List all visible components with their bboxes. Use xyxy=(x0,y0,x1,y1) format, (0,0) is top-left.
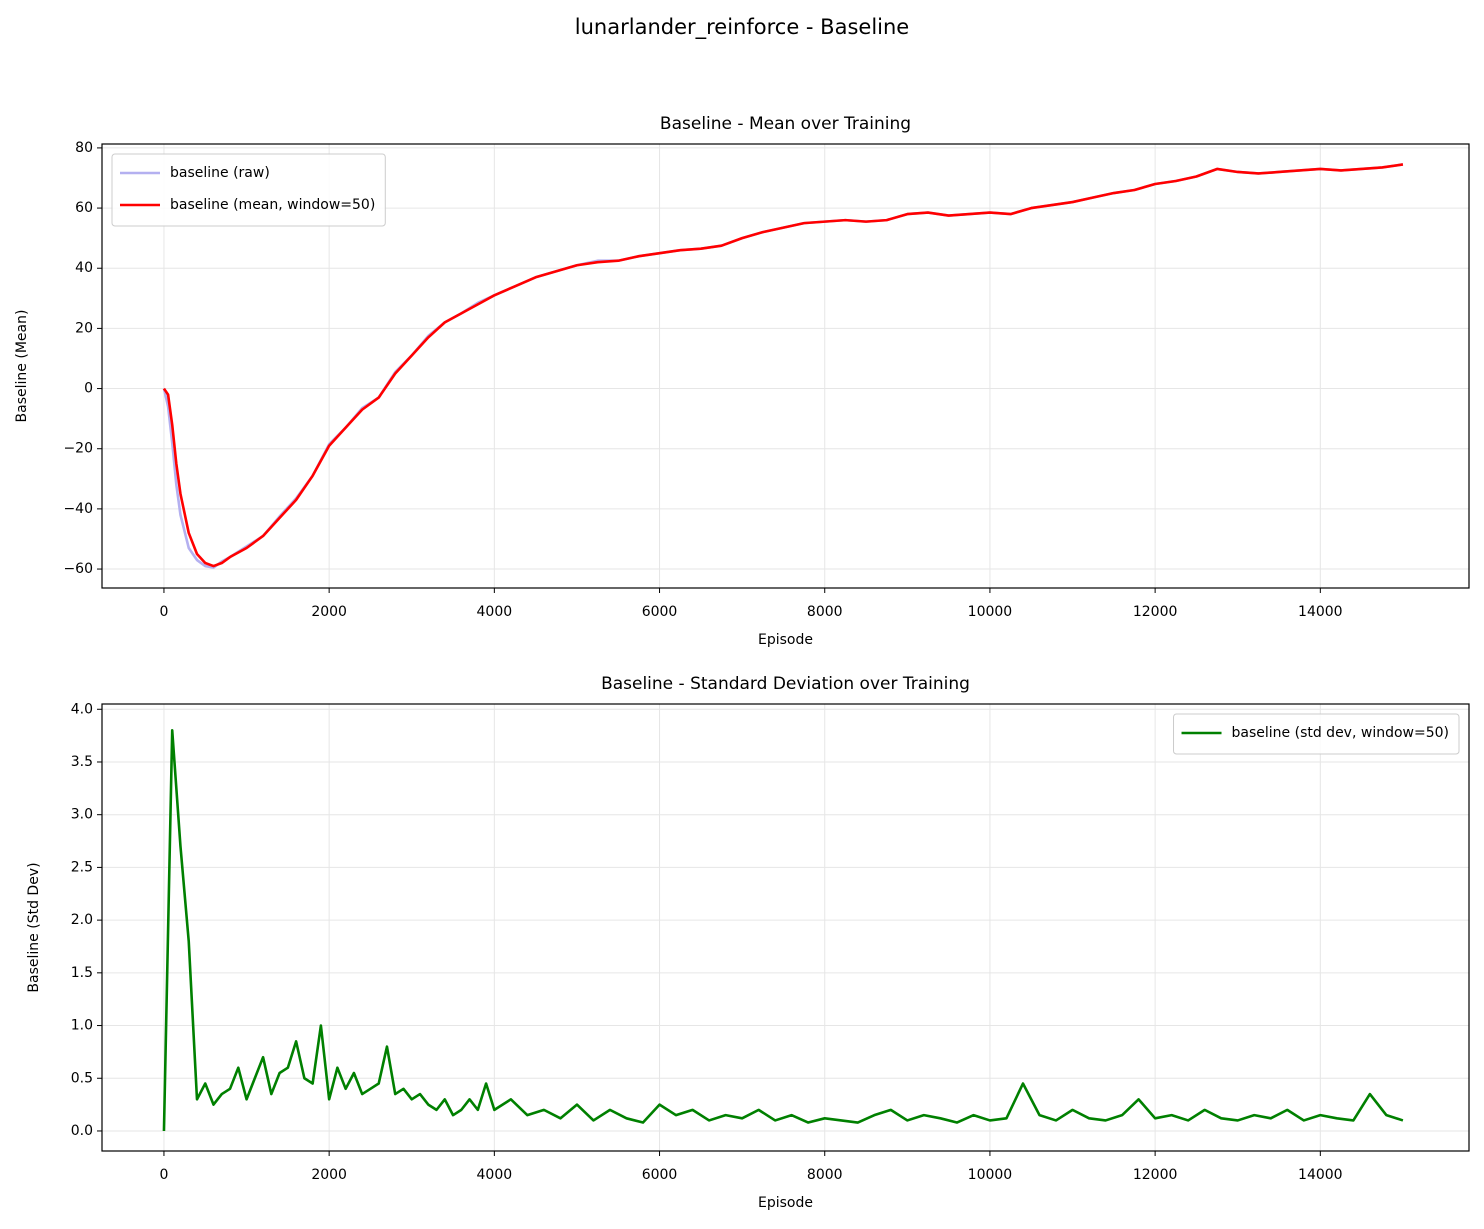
y-tick-label: 3.0 xyxy=(71,807,93,823)
y-axis-label: Baseline (Mean) xyxy=(14,310,30,423)
y-tick-label: 1.0 xyxy=(71,1018,93,1034)
x-tick-label: 6000 xyxy=(642,1167,678,1183)
y-axis-label: Baseline (Std Dev) xyxy=(26,862,42,992)
x-tick-label: 14000 xyxy=(1298,604,1343,620)
y-tick-label: 0.5 xyxy=(71,1070,93,1086)
axes-title: Baseline - Standard Deviation over Train… xyxy=(601,674,970,694)
x-tick-label: 10000 xyxy=(968,604,1013,620)
legend: baseline (raw) baseline (mean, window=50) xyxy=(111,153,386,227)
y-tick-label: 0.0 xyxy=(71,1123,93,1139)
legend: baseline (std dev, window=50) xyxy=(1173,713,1460,755)
x-tick-label: 6000 xyxy=(642,604,678,620)
x-tick-label: 0 xyxy=(159,604,168,620)
x-tick-label: 0 xyxy=(159,1167,168,1183)
data-line xyxy=(162,729,1404,1131)
legend-frame xyxy=(1173,713,1460,755)
x-tick-label: 12000 xyxy=(1133,1167,1178,1183)
axes-frame xyxy=(101,143,1470,589)
y-tick-label: −60 xyxy=(63,561,93,577)
y-tick-label: 2.0 xyxy=(71,912,93,928)
x-tick-label: 8000 xyxy=(807,1167,843,1183)
x-axis-label: Episode xyxy=(758,1195,813,1211)
y-tick-label: 3.5 xyxy=(71,754,93,770)
x-tick-label: 14000 xyxy=(1298,1167,1343,1183)
legend-frame xyxy=(111,153,386,227)
data-line xyxy=(162,163,1404,568)
y-tick-label: 4.0 xyxy=(71,701,93,717)
x-tick-label: 10000 xyxy=(968,1167,1013,1183)
legend-label: baseline (raw) xyxy=(170,165,270,181)
legend-label: baseline (std dev, window=50) xyxy=(1232,725,1449,741)
y-tick-label: 80 xyxy=(75,140,93,156)
y-tick-label: 20 xyxy=(75,320,93,336)
x-tick-label: 4000 xyxy=(477,1167,513,1183)
y-tick-label: 2.5 xyxy=(71,859,93,875)
y-tick-label: 1.5 xyxy=(71,965,93,981)
axes-frame xyxy=(101,703,1470,1152)
x-tick-label: 2000 xyxy=(311,1167,347,1183)
x-axis-label: Episode xyxy=(758,632,813,648)
x-tick-label: 4000 xyxy=(477,604,513,620)
x-tick-label: 8000 xyxy=(807,604,843,620)
legend-label: baseline (mean, window=50) xyxy=(170,197,375,213)
y-tick-label: 40 xyxy=(75,260,93,276)
x-tick-label: 2000 xyxy=(311,604,347,620)
axes-title: Baseline - Mean over Training xyxy=(660,114,911,134)
y-tick-label: 60 xyxy=(75,200,93,216)
y-tick-label: −20 xyxy=(63,441,93,457)
x-tick-label: 12000 xyxy=(1133,604,1178,620)
y-tick-label: 0 xyxy=(84,381,93,397)
figure-title: lunarlander_reinforce - Baseline xyxy=(575,15,909,40)
y-tick-label: −40 xyxy=(63,501,93,517)
